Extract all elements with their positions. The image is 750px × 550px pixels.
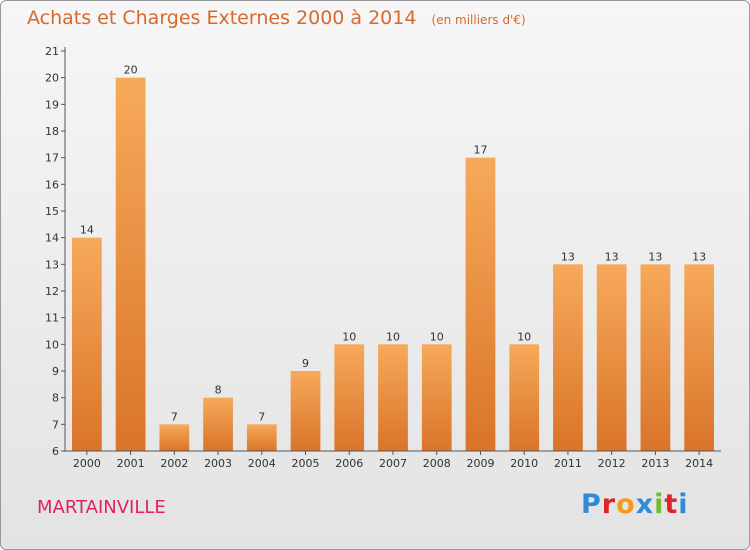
bar — [640, 264, 671, 451]
x-tick-label: 2014 — [685, 457, 713, 470]
y-axis: 6 7 8 9 10 11 12 13 14 15 16 17 18 19 20 21 — [45, 45, 65, 458]
data-label: 10 — [517, 330, 531, 343]
bar — [553, 264, 583, 451]
chart-title-row: Achats et Charges Externes 2000 à 2014 (… — [27, 7, 526, 29]
data-label: 20 — [124, 64, 138, 77]
x-tick-label: 2004 — [248, 457, 276, 470]
bar — [596, 264, 627, 451]
x-tick-label: 2002 — [160, 457, 188, 470]
bar — [378, 344, 408, 451]
y-tick-label: 17 — [45, 152, 59, 165]
data-label: 7 — [258, 410, 265, 423]
data-label: 8 — [215, 384, 222, 397]
y-tick-label: 11 — [45, 312, 59, 325]
logo-letter: o — [616, 489, 636, 520]
bar — [159, 424, 190, 451]
bar — [465, 157, 496, 451]
y-tick-label: 14 — [45, 232, 59, 245]
unit-note: (en milliers d'€) — [431, 13, 526, 27]
x-tick-label: 2012 — [598, 457, 626, 470]
bar — [246, 424, 277, 451]
x-tick-label: 2001 — [117, 457, 145, 470]
logo-letter: t — [664, 489, 679, 520]
y-tick-label: 6 — [52, 445, 59, 458]
data-label: 10 — [386, 330, 400, 343]
logo-letter: i — [654, 489, 665, 520]
x-tick-label: 2008 — [423, 457, 451, 470]
y-tick-label: 16 — [45, 178, 59, 191]
y-tick-label: 9 — [52, 365, 59, 378]
data-label: 17 — [473, 144, 487, 157]
logo-letter: i — [678, 489, 689, 520]
bar — [421, 344, 452, 451]
x-tick-label: 2009 — [466, 457, 494, 470]
data-label: 13 — [692, 250, 706, 263]
y-tick-label: 12 — [45, 285, 59, 298]
bar — [509, 344, 540, 451]
x-tick-label: 2005 — [292, 457, 320, 470]
y-tick-label: 13 — [45, 258, 59, 271]
data-label: 9 — [302, 357, 309, 370]
bar — [115, 77, 146, 452]
y-tick-label: 8 — [52, 392, 59, 405]
data-label: 10 — [430, 330, 444, 343]
proxiti-logo: Proxiti — [581, 489, 689, 520]
commune-name: MARTAINVILLE — [37, 497, 166, 518]
bar — [290, 371, 321, 451]
bar — [203, 397, 233, 451]
bars: 14 20 7 8 7 9 10 10 10 17 10 13 13 13 13 — [71, 64, 715, 452]
bar — [334, 344, 365, 451]
logo-letter: P — [581, 489, 602, 520]
bar — [71, 237, 102, 451]
x-tick-label: 2011 — [554, 457, 582, 470]
x-tick-label: 2013 — [641, 457, 669, 470]
bar — [684, 264, 715, 451]
data-label: 7 — [171, 410, 178, 423]
data-label: 13 — [605, 250, 619, 263]
y-tick-label: 7 — [52, 418, 59, 431]
data-label: 10 — [342, 330, 356, 343]
logo-letter: r — [601, 489, 617, 520]
data-label: 13 — [648, 250, 662, 263]
y-tick-label: 15 — [45, 205, 59, 218]
chart-title: Achats et Charges Externes 2000 à 2014 — [27, 7, 417, 29]
data-label: 13 — [561, 250, 575, 263]
y-tick-label: 10 — [45, 338, 59, 351]
x-tick-label: 2006 — [335, 457, 363, 470]
x-tick-label: 2007 — [379, 457, 407, 470]
y-tick-label: 21 — [45, 45, 59, 58]
y-tick-label: 19 — [45, 98, 59, 111]
y-tick-label: 20 — [45, 72, 59, 85]
x-axis: 2000 2001 2002 2003 2004 2005 2006 2007 2008 2009… — [73, 451, 713, 470]
x-tick-label: 2000 — [73, 457, 101, 470]
data-label: 14 — [80, 224, 94, 237]
x-tick-label: 2003 — [204, 457, 232, 470]
x-tick-label: 2010 — [510, 457, 538, 470]
y-tick-label: 18 — [45, 125, 59, 138]
logo-letter: x — [635, 489, 655, 520]
